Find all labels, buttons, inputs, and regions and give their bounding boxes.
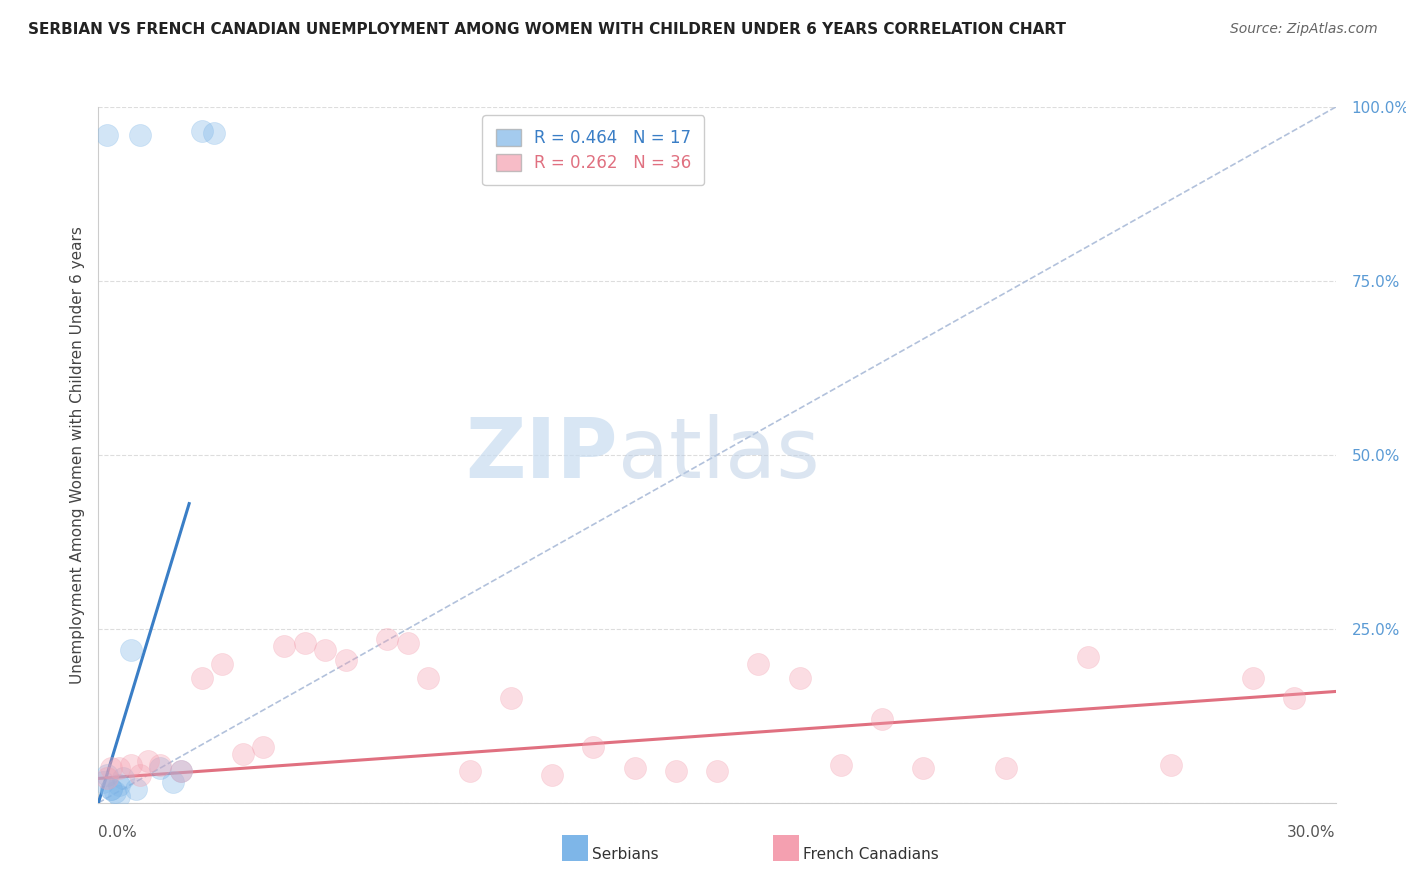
Text: 30.0%: 30.0% [1288, 825, 1336, 840]
Point [211, 657, 233, 671]
Point [128, 128, 150, 142]
Point [170, 764, 193, 779]
Text: atlas: atlas [619, 415, 820, 495]
Point [1160, 757, 1182, 772]
Point [149, 761, 172, 775]
Point [190, 671, 212, 685]
Point [706, 764, 728, 779]
Point [335, 653, 357, 667]
Point [830, 757, 852, 772]
Point [120, 642, 142, 657]
Point [252, 740, 274, 755]
Point [870, 712, 893, 726]
Point [994, 761, 1017, 775]
Point [100, 781, 122, 796]
Point [499, 691, 522, 706]
Text: French Canadians: French Canadians [803, 847, 939, 862]
Point [112, 772, 135, 786]
Point [136, 754, 159, 768]
Point [418, 671, 440, 685]
Point [912, 761, 935, 775]
Point [124, 781, 146, 796]
Point [1241, 671, 1264, 685]
Text: SERBIAN VS FRENCH CANADIAN UNEMPLOYMENT AMONG WOMEN WITH CHILDREN UNDER 6 YEARS : SERBIAN VS FRENCH CANADIAN UNEMPLOYMENT … [28, 22, 1066, 37]
Point [541, 768, 564, 782]
Point [314, 642, 336, 657]
Point [170, 764, 193, 779]
Point [108, 778, 131, 792]
Point [1284, 691, 1306, 706]
Point [623, 761, 645, 775]
Text: ZIP: ZIP [465, 415, 619, 495]
Point [190, 124, 212, 138]
Point [375, 632, 398, 647]
Point [582, 740, 605, 755]
Point [108, 761, 131, 775]
Point [458, 764, 481, 779]
Text: Source: ZipAtlas.com: Source: ZipAtlas.com [1230, 22, 1378, 37]
Point [747, 657, 769, 671]
Point [162, 775, 184, 789]
Point [202, 127, 225, 141]
Point [96, 772, 118, 786]
Point [232, 747, 254, 761]
Point [665, 764, 688, 779]
Point [1077, 649, 1099, 664]
Point [120, 757, 142, 772]
Point [273, 639, 295, 653]
Point [91, 775, 114, 789]
Point [149, 757, 172, 772]
Point [108, 789, 131, 803]
Point [100, 781, 122, 796]
Point [789, 671, 811, 685]
Legend: R = 0.464   N = 17, R = 0.262   N = 36: R = 0.464 N = 17, R = 0.262 N = 36 [482, 115, 704, 185]
Text: 0.0%: 0.0% [98, 825, 138, 840]
Point [128, 768, 150, 782]
Point [104, 785, 127, 799]
Text: Serbians: Serbians [592, 847, 658, 862]
Point [100, 761, 122, 775]
Point [96, 768, 118, 782]
Point [96, 128, 118, 142]
Point [294, 636, 316, 650]
Point [396, 636, 419, 650]
Y-axis label: Unemployment Among Women with Children Under 6 years: Unemployment Among Women with Children U… [69, 226, 84, 684]
